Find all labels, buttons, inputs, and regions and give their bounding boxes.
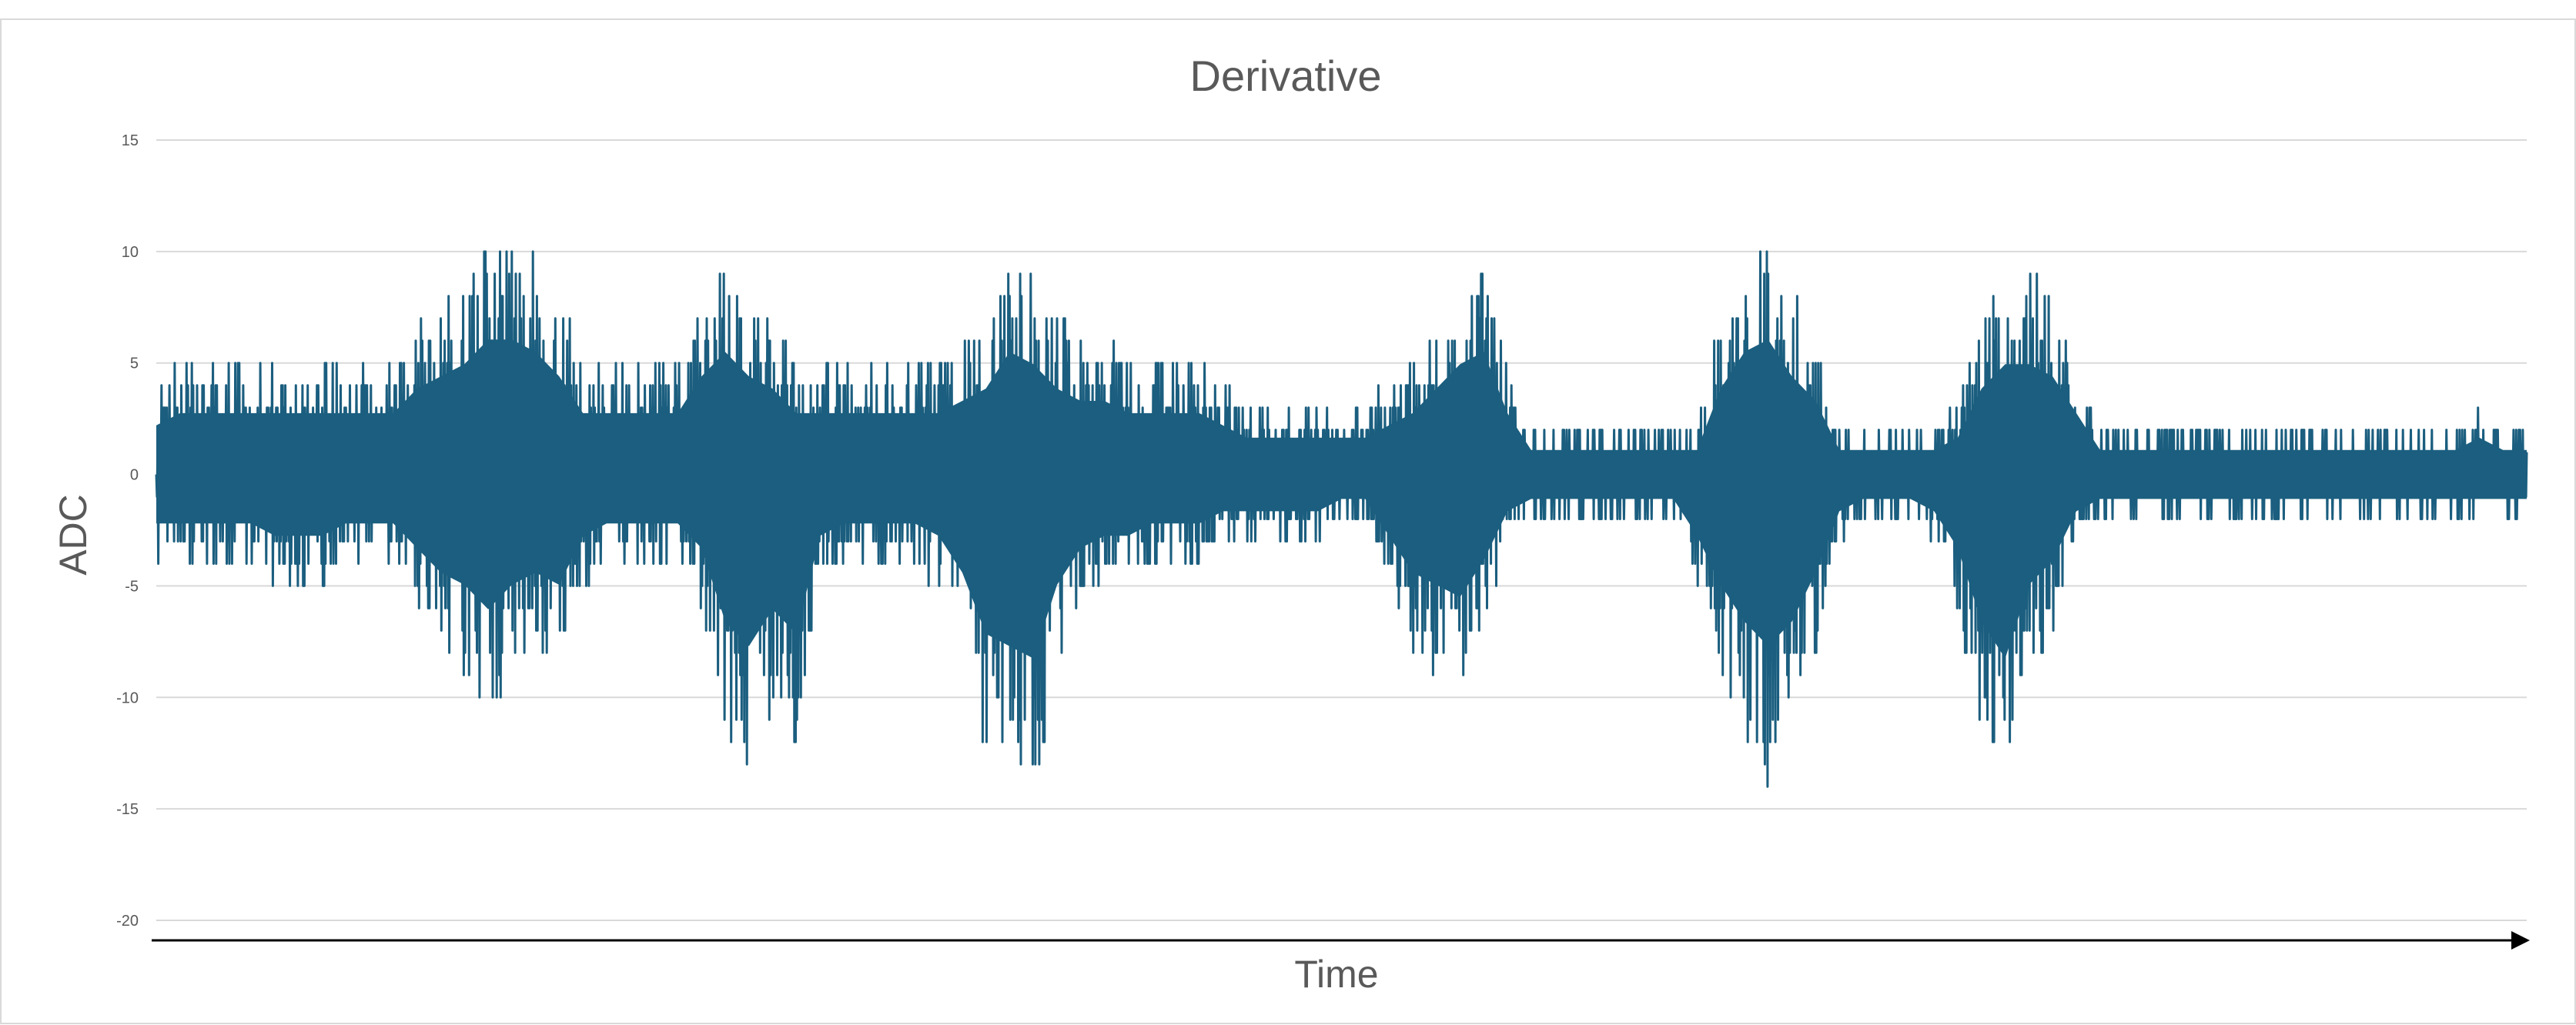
y-tick-label: -5: [125, 578, 139, 595]
y-tick-label: -20: [116, 913, 139, 930]
x-axis: [152, 931, 2530, 950]
series-core-band: [156, 339, 2527, 659]
y-tick-label: -10: [116, 689, 139, 706]
y-tick-label: 15: [122, 132, 139, 149]
y-tick-label: -15: [116, 801, 139, 818]
y-tick-labels: 15 10 5 0 -5 -10 -15 -20: [116, 132, 139, 930]
y-axis-title: ADC: [52, 494, 95, 576]
series-layer: [155, 250, 2528, 788]
y-tick-label: 0: [130, 467, 139, 484]
x-axis-arrowhead: [2511, 931, 2530, 950]
y-tick-label: 10: [122, 244, 139, 261]
chart-title: Derivative: [1190, 52, 1382, 100]
y-tick-label: 5: [130, 356, 139, 372]
x-axis-title: Time: [1294, 953, 1378, 996]
